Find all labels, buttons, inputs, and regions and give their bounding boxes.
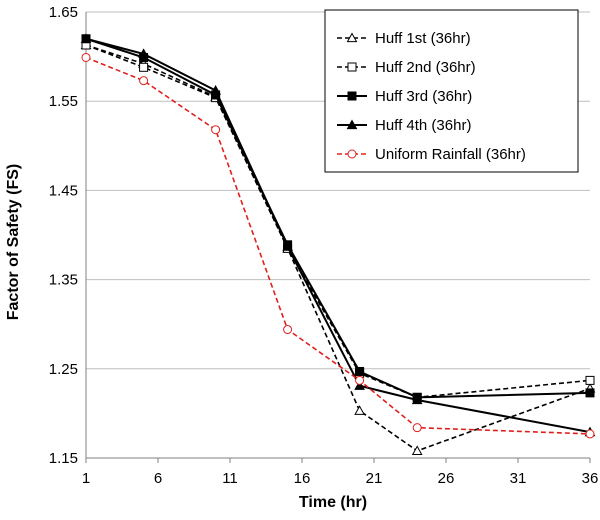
tick-labels: 1.151.251.351.451.551.651 6 11 16 21 26 31 36 [49, 4, 599, 487]
series-group [80, 33, 596, 455]
data-point [211, 125, 221, 135]
legend-label: Huff 3rd (36hr) [375, 88, 472, 105]
axes [85, 12, 591, 463]
x-tick-label: 36 [582, 470, 599, 487]
data-point [411, 394, 423, 405]
legend-marker [346, 32, 358, 43]
data-point [585, 388, 595, 398]
y-tick-label: 1.55 [49, 93, 78, 110]
legend-label: Huff 4th (36hr) [375, 117, 471, 134]
data-point [80, 33, 92, 43]
data-point [355, 366, 365, 376]
x-tick-label: 26 [438, 470, 455, 487]
data-point [210, 84, 221, 95]
legend-label: Huff 2nd (36hr) [375, 59, 476, 76]
legend-entry: Huff 1st (36hr) [337, 30, 471, 47]
y-axis-label: Factor of Safety (FS) [5, 164, 22, 320]
legend-marker [347, 91, 357, 101]
legend-label: Huff 1st (36hr) [375, 30, 471, 47]
data-point [585, 429, 595, 439]
y-tick-label: 1.15 [49, 450, 78, 467]
legend-box [324, 9, 579, 173]
legend-entry: Uniform Rainfall (36hr) [337, 146, 526, 163]
legend-marker [347, 149, 357, 159]
y-tick-label: 1.25 [49, 361, 78, 378]
series-5 [81, 52, 595, 439]
data-point [139, 62, 149, 72]
legend-marker [346, 119, 358, 130]
data-point [412, 423, 422, 433]
legend-entry: Huff 2nd (36hr) [337, 59, 476, 76]
data-point [585, 375, 595, 385]
x-tick-label: 11 [222, 470, 238, 487]
legend-entry: Huff 4th (36hr) [337, 117, 471, 134]
data-point [354, 405, 365, 415]
x-tick-label: 16 [294, 470, 311, 487]
legend-label: Uniform Rainfall (36hr) [375, 146, 526, 163]
x-tick-label: 31 [510, 470, 527, 487]
legend: Huff 1st (36hr) Huff 2nd (36hr) Huff 3rd (… [324, 9, 579, 173]
data-point [411, 445, 423, 455]
legend-marker [347, 62, 357, 72]
x-tick-label: 6 [154, 470, 162, 487]
data-point [354, 380, 365, 390]
data-point [139, 76, 149, 86]
x-tick-label: 1 [82, 470, 90, 487]
data-point [355, 375, 365, 385]
data-point [138, 48, 149, 59]
x-axis-label: Time (hr) [299, 494, 367, 511]
y-tick-label: 1.35 [49, 272, 78, 289]
data-point [283, 325, 293, 335]
data-point [282, 241, 293, 251]
y-tick-label: 1.65 [49, 4, 78, 21]
x-tick-label: 21 [366, 470, 383, 487]
y-tick-label: 1.45 [49, 182, 78, 199]
legend-entry: Huff 3rd (36hr) [337, 88, 472, 105]
data-point [81, 52, 91, 62]
